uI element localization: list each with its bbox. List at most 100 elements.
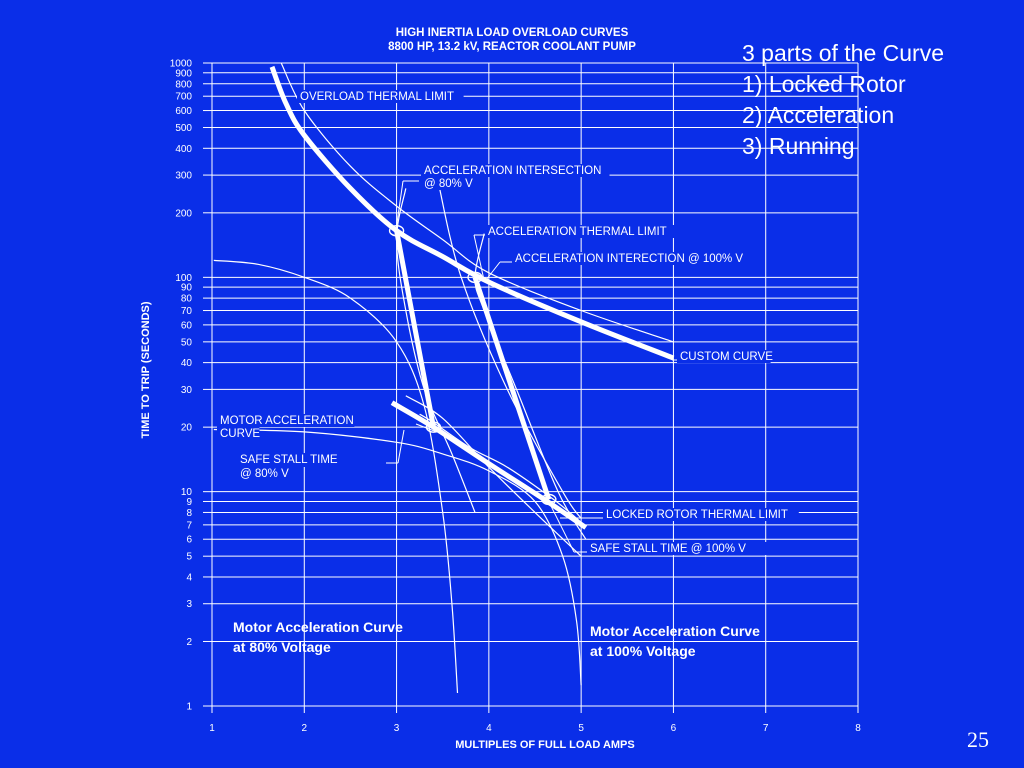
annotation-leader [473, 234, 485, 281]
note-heading: 3 parts of the Curve [742, 40, 944, 66]
curve-label-mac100: Motor Acceleration Curve [590, 623, 760, 639]
annotation-leaders [386, 180, 678, 553]
annotation-backdrop [587, 542, 769, 555]
slide-notes: 3 parts of the Curve 1) Locked Rotor 2) … [742, 38, 944, 162]
intersection-marker [541, 493, 557, 506]
x-tick-label: 1 [209, 723, 215, 734]
series-safe-stall-time-100-v [405, 395, 582, 557]
annotation-leader [415, 423, 438, 433]
x-axis-label: MULTIPLES OF FULL LOAD AMPS [455, 739, 634, 751]
annotation-backdrop [421, 177, 479, 190]
note-acceleration: 2) Acceleration [742, 102, 895, 128]
y-tick-label: 2 [186, 637, 192, 648]
annotation-leader [397, 429, 405, 464]
annotation-leader [395, 180, 404, 231]
page-number: 25 [967, 727, 989, 752]
x-tick-label: 6 [671, 723, 677, 734]
y-tick-label: 800 [175, 79, 192, 90]
annotation-accel80: ACCELERATION INTERSECTION [424, 165, 601, 177]
series-acceleration [390, 400, 588, 530]
annotation-backdrop [217, 414, 355, 427]
series-locked-rotor [472, 276, 552, 501]
x-tick-label: 7 [763, 723, 769, 734]
y-axis-label: TIME TO TRIP (SECONDS) [140, 301, 152, 438]
annotation-custom: CUSTOM CURVE [680, 351, 773, 363]
y-tick-label: 9 [186, 497, 192, 508]
y-tick-label: 600 [175, 106, 192, 117]
x-tick-label: 3 [394, 723, 400, 734]
x-tick-label: 8 [855, 723, 861, 734]
intersection-marker [467, 271, 483, 284]
annotation-backdrop [217, 427, 260, 440]
y-tick-label: 20 [181, 423, 193, 434]
chart-title: HIGH INERTIA LOAD OVERLOAD CURVES [396, 27, 629, 39]
annotation-backdrop [237, 467, 295, 481]
y-tick-label: 40 [181, 358, 193, 369]
series-motor-acceleration-curve-at-100-voltage [213, 428, 582, 686]
annotation-safestall80: @ 80% V [240, 468, 289, 480]
annotation-backdrop [603, 508, 799, 521]
annotation-safestall100: SAFE STALL TIME @ 100% V [590, 543, 746, 555]
series-motor-acceleration-curve-at-80-voltage [213, 259, 459, 694]
y-tick-label: 60 [181, 320, 193, 331]
y-tick-label: 70 [181, 306, 193, 317]
y-tick-label: 200 [175, 208, 192, 219]
intersection-marker [425, 421, 442, 433]
annotation-backdrop [237, 453, 353, 467]
y-tick-label: 4 [186, 572, 192, 583]
annotation-motoraccel: CURVE [220, 428, 260, 440]
annotation-motoraccel: MOTOR ACCELERATION [220, 415, 354, 427]
annotation-accel100: ACCELERATION INTERECTION @ 100% V [515, 253, 743, 265]
y-tick-label: 6 [186, 535, 192, 546]
y-tick-label: 100 [175, 273, 192, 284]
y-tick-label: 8 [186, 508, 192, 519]
x-tick-label: 5 [578, 723, 584, 734]
annotation-backdrop [485, 225, 681, 238]
note-locked-rotor: 1) Locked Rotor [742, 71, 906, 97]
series-acceleration-intersection-80-v [396, 188, 476, 513]
chart-series [213, 62, 675, 694]
x-axis-ticks: 1 2 3 4 5 6 7 8 [209, 706, 861, 734]
chart-grid [211, 62, 859, 707]
y-tick-label: 5 [186, 552, 192, 563]
y-tick-label: 80 [181, 294, 193, 305]
chart-annotations: OVERLOAD THERMAL LIMIT ACCELERATION INTER… [217, 90, 799, 659]
annotation-leader [485, 261, 501, 281]
y-tick-label: 1000 [170, 59, 193, 70]
annotation-lockedrotor: LOCKED ROTOR THERMAL LIMIT [606, 509, 788, 521]
chart-markers [388, 225, 557, 506]
annotation-accel80: @ 80% V [424, 178, 473, 190]
curve-label-mac80: at 80% Voltage [233, 639, 331, 655]
annotation-backdrop [421, 164, 610, 177]
series-acceleration-interection-100-v [474, 233, 587, 540]
y-tick-label: 10 [181, 487, 193, 498]
curve-label-mac100: at 100% Voltage [590, 643, 696, 659]
note-running: 3) Running [742, 133, 855, 159]
y-tick-label: 300 [175, 171, 192, 182]
y-tick-label: 30 [181, 385, 193, 396]
series-overload-thermal-limit [280, 62, 674, 343]
annotation-accelthermal: ACCELERATION THERMAL LIMIT [488, 226, 667, 238]
y-tick-label: 90 [181, 283, 193, 294]
annotation-safestall80: SAFE STALL TIME [240, 454, 338, 466]
y-tick-label: 400 [175, 144, 192, 155]
series-locked-rotor-thermal-limit [419, 413, 582, 523]
y-tick-label: 3 [186, 599, 192, 610]
series-acceleration-thermal-limit [437, 181, 582, 519]
y-tick-label: 50 [181, 337, 193, 348]
y-tick-label: 900 [175, 68, 192, 79]
y-tick-label: 1 [186, 702, 192, 713]
series-custom-curve [269, 65, 675, 361]
series-locked-rotor [394, 230, 436, 428]
x-tick-label: 4 [486, 723, 492, 734]
annotation-overload: OVERLOAD THERMAL LIMIT [300, 91, 454, 103]
curve-label-mac80: Motor Acceleration Curve [233, 619, 403, 635]
chart-subtitle: 8800 HP, 13.2 kV, REACTOR COOLANT PUMP [388, 41, 636, 53]
y-tick-label: 500 [175, 123, 192, 134]
annotation-leader [547, 499, 575, 553]
annotation-backdrop [677, 350, 771, 363]
annotation-backdrop [297, 90, 464, 103]
y-tick-label: 700 [175, 92, 192, 103]
